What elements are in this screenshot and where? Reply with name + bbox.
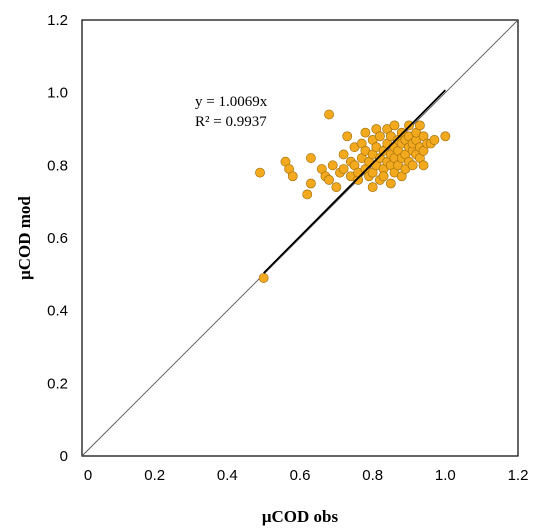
data-point <box>360 127 371 138</box>
data-point <box>338 164 349 174</box>
data-point <box>324 109 334 120</box>
y-tick-label: 0.6 <box>47 230 68 247</box>
r-squared-annotation: R² = 0.9937 <box>195 114 267 130</box>
y-tick-label: 0.8 <box>47 157 68 174</box>
data-point <box>414 120 425 131</box>
data-point <box>342 131 353 142</box>
data-point <box>367 182 378 193</box>
data-point <box>440 131 451 142</box>
data-point <box>331 182 342 193</box>
data-point <box>258 273 269 283</box>
data-point <box>327 160 338 171</box>
y-tick-label: 0.4 <box>47 303 68 320</box>
data-point <box>324 174 334 185</box>
data-point <box>305 178 316 189</box>
data-point <box>255 167 265 178</box>
y-axis-ticks: 0 0.2 0.4 0.6 0.8 1.0 1.2 <box>47 12 68 465</box>
x-tick-label: 1.0 <box>435 467 456 484</box>
data-point <box>302 189 313 200</box>
data-point <box>287 171 298 182</box>
data-point <box>404 120 414 131</box>
y-tick-label: 1.2 <box>47 12 68 29</box>
data-point <box>378 171 389 182</box>
y-tick-label: 0.2 <box>47 375 68 392</box>
x-tick-label: 0.8 <box>362 467 383 484</box>
data-point <box>429 134 440 145</box>
y-tick-label: 0 <box>60 448 68 465</box>
y-tick-label: 1.0 <box>47 85 68 102</box>
data-point <box>375 131 385 142</box>
x-tick-label: 0 <box>84 467 92 484</box>
x-tick-label: 1.2 <box>508 467 529 484</box>
x-axis-ticks: 0 0.2 0.4 0.6 0.8 1.0 1.2 <box>84 467 529 484</box>
data-point <box>338 149 349 160</box>
trendline-layer <box>263 89 446 274</box>
data-point <box>385 178 396 189</box>
identity-line <box>81 19 519 457</box>
data-point <box>418 160 429 171</box>
data-point <box>389 120 400 131</box>
identity-line-layer <box>81 19 519 457</box>
x-axis-title: μCOD obs <box>262 507 339 526</box>
x-tick-label: 0.4 <box>217 467 238 484</box>
data-points <box>255 109 451 283</box>
y-axis-title: μCOD mod <box>15 196 34 280</box>
equation-annotation: y = 1.0069x <box>195 94 268 110</box>
x-tick-label: 0.2 <box>144 467 165 484</box>
data-point <box>305 153 316 163</box>
trendline <box>263 89 446 274</box>
x-tick-label: 0.6 <box>290 467 311 484</box>
data-point <box>407 160 418 171</box>
